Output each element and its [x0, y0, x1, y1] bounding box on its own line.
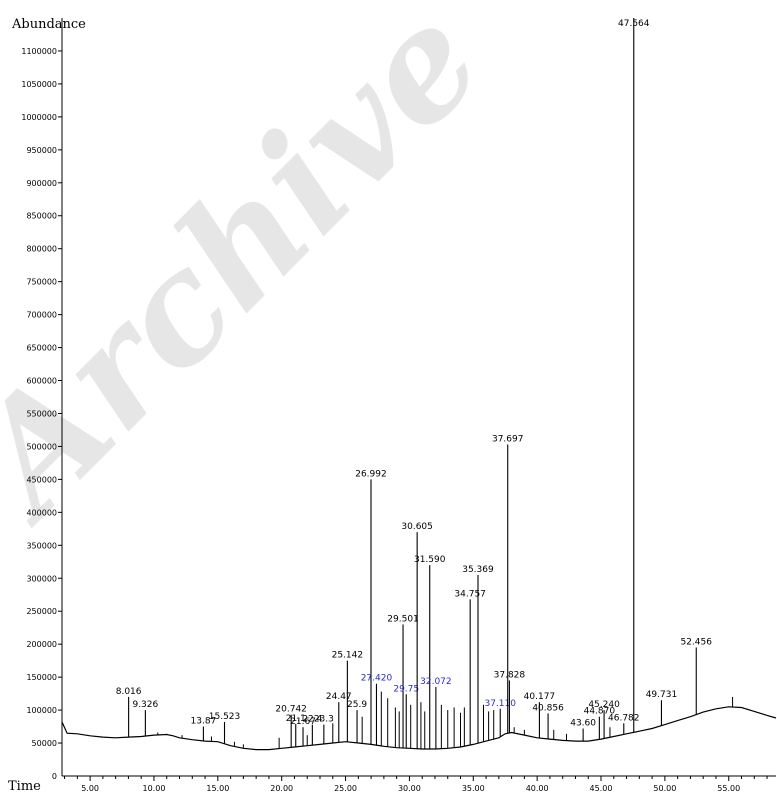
- peak-label: 44.870: [584, 707, 616, 717]
- peak-label: 29.75: [393, 684, 419, 694]
- peak-label: 26.992: [355, 469, 387, 479]
- x-tick-label: 50.00: [653, 784, 676, 793]
- peak-label: 25.142: [332, 651, 364, 661]
- y-tick-label: 400000: [26, 508, 57, 517]
- y-tick-label: 1000000: [21, 113, 57, 122]
- peak-label: 34.757: [454, 589, 486, 599]
- peak-label: 9.326: [132, 700, 158, 710]
- y-tick-label: 1100000: [21, 47, 57, 56]
- y-tick-label: 800000: [26, 245, 57, 254]
- x-tick-label: 45.00: [590, 784, 613, 793]
- x-tick-label: 10.00: [143, 784, 166, 793]
- y-tick-label: 150000: [26, 673, 57, 682]
- y-tick-label: 900000: [26, 179, 57, 188]
- peak-label: 32.072: [420, 677, 452, 687]
- y-tick-label: 50000: [32, 739, 57, 748]
- y-tick-label: 200000: [26, 640, 57, 649]
- y-tick-label: 500000: [26, 442, 57, 451]
- y-tick-label: 850000: [26, 212, 57, 221]
- peak-label: 24.47: [326, 692, 352, 702]
- baseline-trace: [61, 706, 777, 751]
- peak-label: 8.016: [116, 687, 142, 697]
- peak-label: 15.523: [209, 712, 241, 722]
- x-tick-label: 20.00: [270, 784, 293, 793]
- peak-label: 43.60: [570, 719, 596, 729]
- peak-label: 30.605: [401, 522, 433, 532]
- x-tick-label: 25.00: [334, 784, 357, 793]
- peak-label: 47.564: [618, 19, 650, 29]
- peak-label: 31.590: [414, 555, 446, 565]
- minor-peaks: [157, 691, 734, 749]
- peak-label: 40.856: [532, 703, 564, 713]
- x-tick-label: 5.00: [81, 784, 99, 793]
- y-tick-label: 0: [52, 772, 57, 781]
- y-tick-label: 650000: [26, 344, 57, 353]
- x-tick-label: 55.00: [717, 784, 740, 793]
- y-tick-label: 100000: [26, 706, 57, 715]
- peak-label: 40.177: [524, 692, 556, 702]
- peak-label: 21.67: [290, 717, 316, 727]
- watermark-text: Archive: [0, 0, 515, 554]
- peak-label: 45.240: [588, 700, 620, 710]
- peak-label: 23.3: [314, 715, 334, 725]
- y-tick-label: 600000: [26, 377, 57, 386]
- x-tick-label: 30.00: [398, 784, 421, 793]
- y-tick-label: 700000: [26, 311, 57, 320]
- y-tick-label: 250000: [26, 607, 57, 616]
- peak-label: 52.456: [680, 637, 712, 647]
- y-tick-label: 350000: [26, 541, 57, 550]
- peak-label: 37.828: [494, 670, 526, 680]
- peak-label: 37.697: [492, 434, 524, 444]
- peak-label: 35.369: [462, 565, 494, 575]
- peak-label: 29.501: [387, 614, 419, 624]
- peak-label: 37.110: [484, 699, 516, 709]
- y-tick-label: 450000: [26, 475, 57, 484]
- peak-label: 22.4: [302, 715, 322, 725]
- x-tick-label: 35.00: [462, 784, 485, 793]
- y-tick-label: 1050000: [21, 80, 57, 89]
- y-axis-ticks: 50000 100000 150000 200000 250000 300000 35000…: [21, 47, 62, 781]
- y-tick-label: 550000: [26, 409, 57, 418]
- peak-label: 21.1: [286, 714, 306, 724]
- x-tick-label: 40.00: [526, 784, 549, 793]
- y-tick-label: 300000: [26, 574, 57, 583]
- peak-label: 13.87: [191, 717, 217, 727]
- x-axis-title: Time: [8, 779, 41, 794]
- y-axis-title: Abundance: [11, 17, 86, 32]
- peak-label: 20.742: [275, 705, 307, 715]
- peak-label: 25.9: [347, 700, 367, 710]
- y-tick-label: 950000: [26, 146, 57, 155]
- peak-label: 27.420: [361, 674, 393, 684]
- x-axis-ticks: 5.00 10.00 15.00 20.00 25.00 30.00 35.00 40.00 4…: [64, 776, 768, 793]
- peak-label: 49.731: [646, 690, 678, 700]
- baseline-line: [61, 706, 777, 751]
- y-tick-label: 750000: [26, 278, 57, 287]
- x-tick-label: 15.00: [206, 784, 229, 793]
- peak-label: 46.782: [608, 713, 640, 723]
